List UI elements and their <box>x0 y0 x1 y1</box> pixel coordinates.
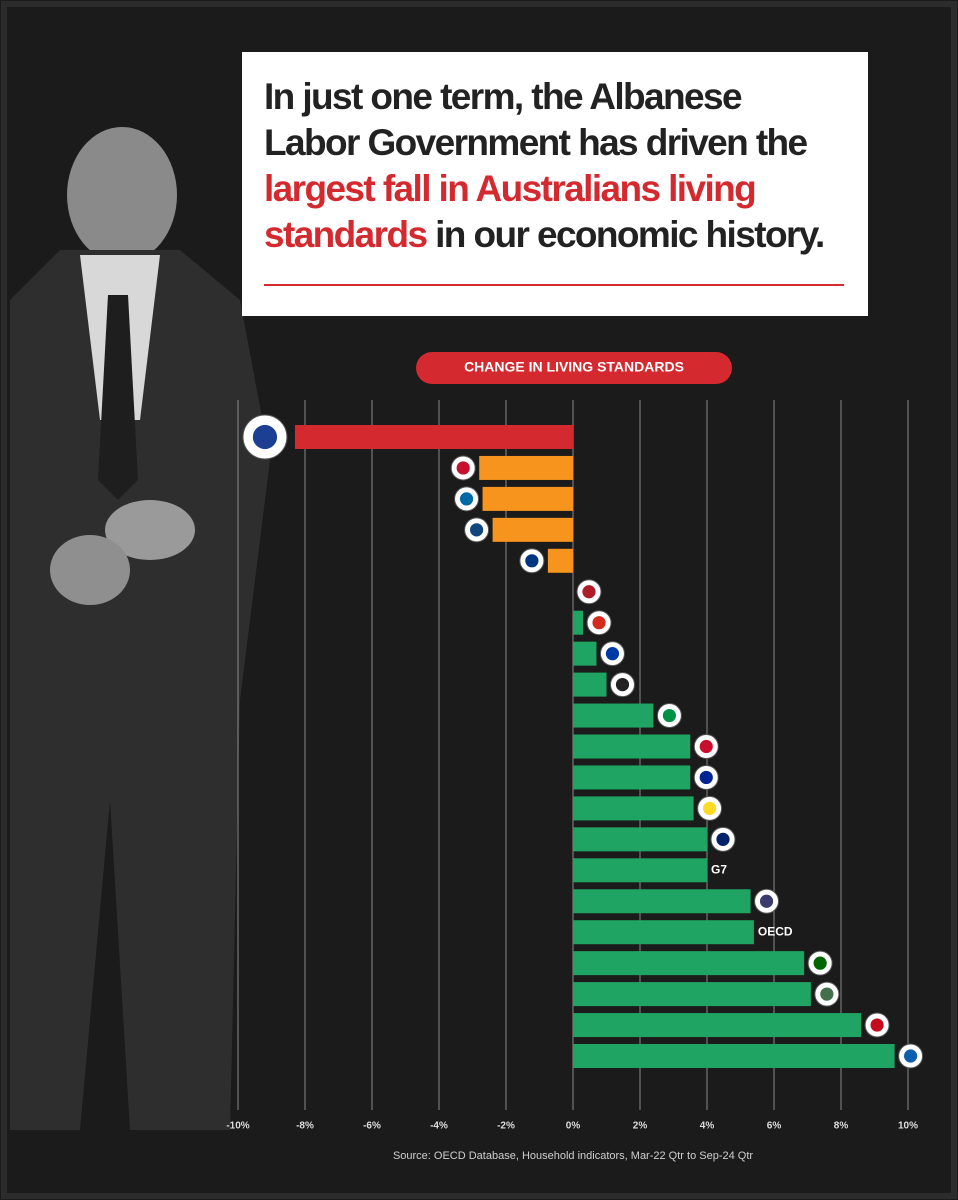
bar <box>573 1044 895 1068</box>
category-label: G7 <box>711 862 727 876</box>
x-tick-label: 10% <box>898 1121 918 1132</box>
title-rule <box>264 284 844 286</box>
x-tick-label: 2% <box>633 1121 648 1132</box>
bar <box>573 920 754 945</box>
title-box: In just one term, the Albanese Labor Gov… <box>242 52 868 316</box>
x-tick-label: -6% <box>363 1121 381 1132</box>
title-highlight: largest fall in Australians living stand… <box>264 168 757 255</box>
bar <box>492 517 573 542</box>
source: Source: OECD Database, Household indicat… <box>393 1150 753 1162</box>
bar <box>482 486 573 511</box>
person-photo <box>10 127 270 1130</box>
flag-icon-center <box>456 461 470 475</box>
flag-icon-center <box>699 739 713 754</box>
bar <box>573 951 805 976</box>
x-tick-label: 8% <box>834 1121 849 1132</box>
title-lead: In just one term, the Albanese Labor Gov… <box>264 76 808 163</box>
flag-icon-center <box>904 1049 918 1063</box>
flag-icon-center <box>699 770 713 785</box>
bar <box>573 827 707 852</box>
x-tick-label: -2% <box>497 1121 515 1132</box>
bar <box>479 455 573 480</box>
flag-icon-center <box>525 554 539 568</box>
x-tick-label: -4% <box>430 1121 448 1132</box>
flag-icon-center <box>582 585 596 599</box>
flag-icon-center <box>459 492 474 506</box>
bar <box>547 548 573 573</box>
x-tick-label: -8% <box>296 1121 314 1132</box>
x-tick-label: -10% <box>226 1121 249 1132</box>
category-label: OECD <box>758 924 793 938</box>
bar <box>573 796 694 821</box>
flag-icon-center <box>820 987 834 1001</box>
flag-icon-center <box>252 424 278 450</box>
flag-icon-center <box>605 647 620 661</box>
flag-icon-center <box>759 894 774 908</box>
flag-icon-center <box>716 832 730 846</box>
bar <box>573 889 751 914</box>
flag-icon-center <box>615 678 630 692</box>
flag-icon-center <box>470 523 484 537</box>
bar <box>573 672 607 697</box>
bar <box>573 765 691 790</box>
flag-icon-center <box>813 956 827 970</box>
bar <box>573 1013 862 1038</box>
subtitle-pill <box>416 352 732 384</box>
bar <box>573 858 707 883</box>
bar <box>294 425 573 449</box>
flag-icon-center <box>662 708 677 723</box>
title: In just one term, the Albanese Labor Gov… <box>264 74 844 258</box>
flag-icon-center <box>870 1018 884 1032</box>
flag-icon-center <box>592 616 606 630</box>
bar <box>573 610 584 635</box>
title-tail: in our economic history. <box>435 214 825 255</box>
bar <box>573 734 691 759</box>
bar <box>573 703 654 728</box>
bar <box>573 641 597 666</box>
subtitle: CHANGE IN LIVING STANDARDS <box>464 359 684 375</box>
bar <box>573 982 811 1007</box>
x-tick-label: 6% <box>767 1121 782 1132</box>
x-tick-label: 4% <box>700 1121 715 1132</box>
x-tick-label: 0% <box>566 1121 581 1132</box>
flag-icon-center <box>703 801 717 816</box>
